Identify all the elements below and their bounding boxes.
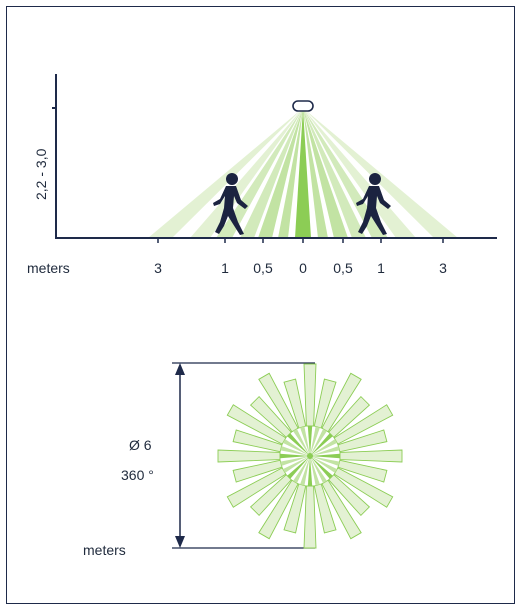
walking-person-left-icon: [213, 173, 248, 235]
tick-label: 3: [154, 260, 162, 276]
starburst-ray: [232, 429, 283, 453]
tick-label: 0,5: [333, 260, 353, 276]
starburst-spoke: [300, 426, 310, 456]
starburst-spoke: [310, 456, 333, 479]
starburst-ray: [283, 483, 307, 534]
top-unit-label: meters: [83, 542, 126, 558]
starburst-ray: [303, 363, 317, 427]
fan-left-1: [258, 108, 303, 238]
tick-label: 0: [299, 260, 307, 276]
starburst-spoke: [310, 456, 327, 484]
detection-starburst: [217, 363, 403, 549]
diameter-label: Ø 6: [129, 437, 152, 453]
starburst-spoke: [307, 426, 313, 456]
starburst-ray: [258, 479, 299, 540]
starburst-spoke: [280, 453, 310, 459]
tick-label: 1: [221, 260, 229, 276]
fan-outer-right: [303, 108, 458, 238]
floor-ticks: [157, 238, 444, 243]
side-unit-label: meters: [27, 260, 70, 276]
starburst-spoke: [310, 426, 320, 456]
fan-outer-left: [148, 108, 303, 238]
fan-right-1b: [303, 108, 366, 238]
starburst-spoke: [293, 456, 310, 484]
arrow-up-icon: [175, 363, 185, 375]
starburst-spoke: [300, 456, 310, 486]
sensor-icon: [292, 100, 314, 112]
tick-label: 0,5: [253, 260, 273, 276]
tick-label: 1: [377, 260, 385, 276]
fan-left-1b: [240, 108, 303, 238]
starburst-ray: [226, 404, 287, 445]
detection-zone-fans: [148, 108, 458, 238]
starburst-spoke: [293, 428, 310, 456]
arrow-down-icon: [175, 536, 185, 548]
fan-left-3: [190, 108, 303, 238]
angle-label: 360 °: [121, 467, 154, 483]
starburst-spoke: [287, 456, 310, 479]
height-label: 2,2 - 3,0: [33, 148, 49, 200]
tick-label: 3: [439, 260, 447, 276]
starburst-spoke: [280, 446, 310, 456]
starburst-spoke: [310, 456, 340, 466]
starburst-spoke: [310, 439, 338, 456]
starburst-spoke: [310, 433, 333, 456]
starburst-spoke: [280, 456, 310, 466]
walking-person-right-icon: [356, 173, 391, 235]
starburst-spoke: [310, 446, 340, 456]
starburst-spoke: [307, 456, 313, 486]
starburst-ray: [217, 449, 281, 463]
starburst-spoke: [282, 456, 310, 473]
fan-right-2: [303, 108, 388, 238]
fan-left-0: [278, 108, 303, 238]
starburst-ray: [313, 378, 337, 429]
floor-tick-labels: 3 1 0,5 0 0,5 1 3: [154, 260, 447, 276]
starburst-spoke: [310, 456, 338, 473]
starburst-ray: [303, 485, 317, 549]
side-view: 2,2 - 3,0 meters 3 1 0,5 0 0,5 1 3: [27, 74, 497, 276]
starburst-spoke: [310, 428, 327, 456]
starburst-ray: [337, 459, 388, 483]
fan-left-2: [216, 108, 303, 238]
starburst-spoke: [287, 433, 310, 456]
starburst-ray: [333, 467, 394, 508]
starburst-spoke: [310, 453, 340, 459]
fan-right-0: [303, 108, 328, 238]
starburst-spoke: [310, 456, 320, 486]
starburst-spoke: [282, 439, 310, 456]
starburst-ray: [339, 449, 403, 463]
top-view: Ø 6 360 ° meters: [83, 362, 403, 558]
starburst-center: [307, 453, 313, 459]
fan-center: [295, 108, 311, 238]
starburst-ray: [321, 372, 362, 433]
fan-right-1: [303, 108, 348, 238]
